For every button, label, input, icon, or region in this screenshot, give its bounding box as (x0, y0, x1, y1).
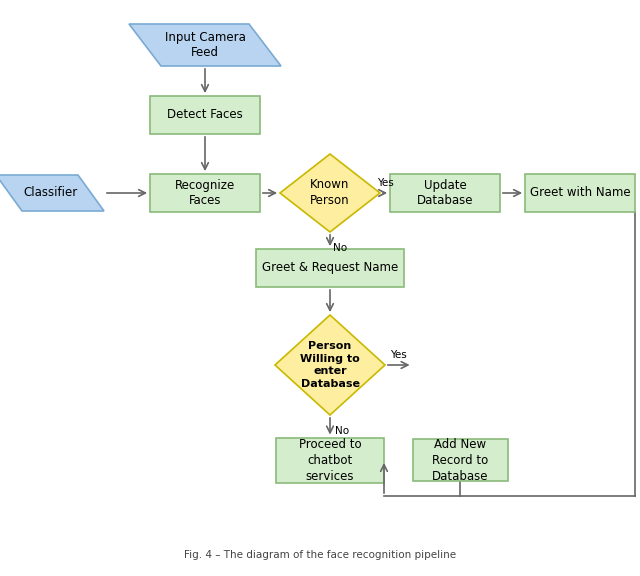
Text: Greet & Request Name: Greet & Request Name (262, 262, 398, 275)
Text: Yes: Yes (390, 350, 407, 360)
Text: Fig. 4 – The diagram of the face recognition pipeline: Fig. 4 – The diagram of the face recogni… (184, 550, 456, 560)
Polygon shape (0, 175, 104, 211)
Text: Known
Person: Known Person (310, 179, 350, 207)
Text: No: No (335, 426, 349, 436)
Text: Detect Faces: Detect Faces (167, 108, 243, 122)
FancyBboxPatch shape (150, 174, 260, 212)
Text: Recognize
Faces: Recognize Faces (175, 179, 235, 207)
FancyBboxPatch shape (276, 438, 384, 483)
Polygon shape (129, 24, 281, 66)
FancyBboxPatch shape (525, 174, 635, 212)
Text: Proceed to
chatbot
services: Proceed to chatbot services (299, 438, 362, 483)
Text: Yes: Yes (376, 178, 394, 188)
Polygon shape (275, 315, 385, 415)
Text: Update
Database: Update Database (417, 179, 473, 207)
FancyBboxPatch shape (413, 439, 508, 481)
Polygon shape (280, 154, 380, 232)
FancyBboxPatch shape (150, 96, 260, 134)
FancyBboxPatch shape (256, 249, 404, 287)
Text: Person
Willing to
enter
Database: Person Willing to enter Database (300, 342, 360, 389)
Text: Classifier: Classifier (23, 187, 77, 199)
Text: No: No (333, 243, 347, 253)
FancyBboxPatch shape (390, 174, 500, 212)
Text: Add New
Record to
Database: Add New Record to Database (432, 438, 488, 483)
Text: Input Camera
Feed: Input Camera Feed (164, 31, 245, 59)
Text: Greet with Name: Greet with Name (530, 187, 630, 199)
